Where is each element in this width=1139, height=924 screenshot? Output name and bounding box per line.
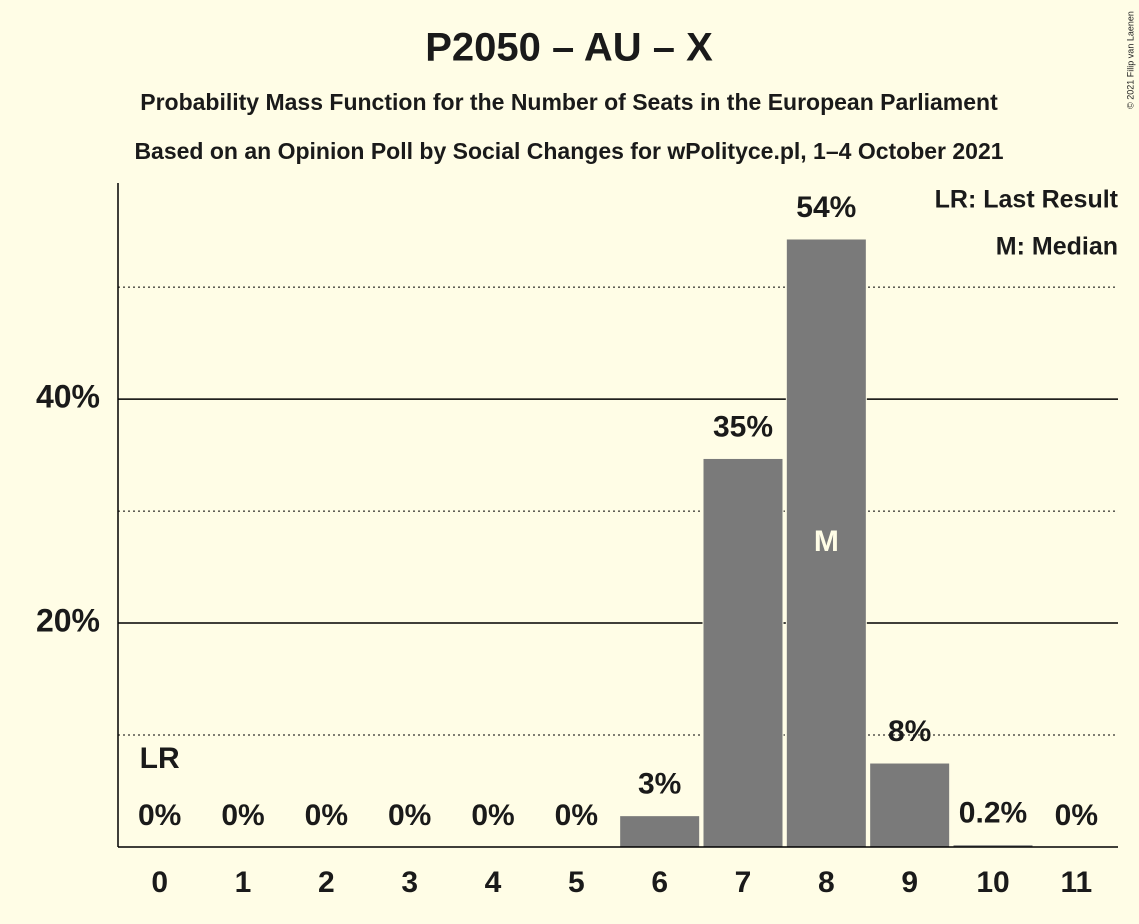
legend-entry: M: Median <box>996 233 1118 261</box>
value-label: 0% <box>388 799 431 832</box>
x-tick-label: 1 <box>235 866 252 899</box>
x-tick-label: 11 <box>1060 866 1092 899</box>
x-tick-label: 8 <box>818 866 835 899</box>
bar <box>619 815 701 848</box>
legend-entry: LR: Last Result <box>935 186 1119 214</box>
x-tick-label: 3 <box>401 866 418 899</box>
y-tick-label: 40% <box>36 379 100 415</box>
x-tick-label: 7 <box>735 866 752 899</box>
chart-subtitle: Probability Mass Function for the Number… <box>140 89 998 115</box>
x-tick-label: 5 <box>568 866 585 899</box>
value-label: 3% <box>638 768 681 801</box>
value-label: 54% <box>796 191 856 224</box>
value-label: 0% <box>138 799 181 832</box>
value-label: 8% <box>888 715 931 748</box>
value-label: 0% <box>1055 799 1098 832</box>
chart-subtitle: Based on an Opinion Poll by Social Chang… <box>134 138 1003 164</box>
x-tick-label: 0 <box>151 866 168 899</box>
value-label: 0% <box>471 799 514 832</box>
value-label: 0% <box>555 799 598 832</box>
marker-label: M <box>814 525 839 558</box>
x-tick-label: 4 <box>485 866 502 899</box>
value-label: 35% <box>713 410 773 443</box>
x-tick-label: 6 <box>651 866 668 899</box>
chart-title: P2050 – AU – X <box>425 26 713 70</box>
value-label: 0% <box>305 799 348 832</box>
x-tick-label: 2 <box>318 866 335 899</box>
copyright: © 2021 Filip van Laenen <box>1125 11 1135 109</box>
bar <box>702 457 784 848</box>
marker-label: LR <box>140 742 180 775</box>
value-label: 0.2% <box>959 797 1027 830</box>
value-label: 0% <box>221 799 264 832</box>
x-tick-label: 10 <box>976 866 1009 899</box>
bar <box>785 238 867 848</box>
x-tick-label: 9 <box>901 866 918 899</box>
bar <box>869 762 951 848</box>
y-tick-label: 20% <box>36 603 100 639</box>
